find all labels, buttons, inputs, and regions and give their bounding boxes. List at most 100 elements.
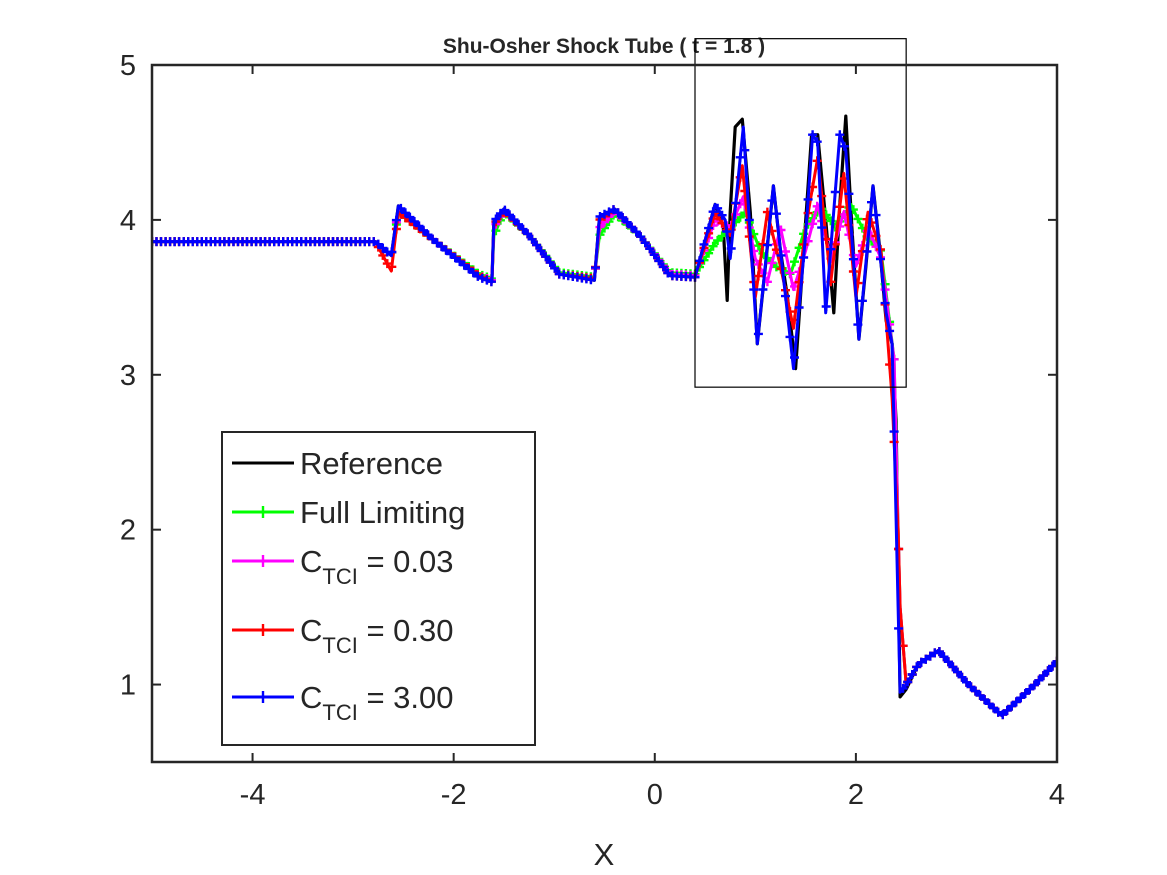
series-marker-4 [898,683,908,693]
series-marker-4 [699,239,709,249]
series-marker-4 [518,224,528,234]
legend-entry-3: CTCI = 0.30 [232,613,454,658]
series-marker-4 [532,240,542,250]
series-marker-4 [934,647,944,657]
series-marker-4 [871,210,881,220]
legend-label: CTCI = 0.30 [300,613,454,658]
series-marker-4 [396,203,406,213]
series-marker-4 [486,277,496,287]
series-marker-4 [640,238,650,248]
legend: Reference Full Limiting CTCI = 0.03 CTCI = … [221,431,536,746]
series-marker-4 [658,262,668,272]
series-marker-4 [550,263,560,273]
series-marker-4 [939,652,949,662]
series-marker-4 [391,215,401,225]
series-marker-4 [907,670,917,679]
legend-marker [257,506,269,518]
series-marker-4 [405,212,415,222]
y-tick-label: 1 [120,670,136,702]
series-marker-4 [962,677,971,687]
series-marker-4 [880,298,890,308]
series-marker-4 [713,203,723,213]
series-marker-4 [885,326,895,336]
series-marker-4 [491,214,501,224]
series-marker-4 [839,141,849,151]
series-marker-4 [654,256,664,266]
legend-label: CTCI = 0.03 [300,544,454,589]
x-tick-label: 4 [1049,779,1065,811]
series-marker-4 [735,152,745,162]
series-marker-4 [695,256,704,266]
series-marker-2 [785,268,795,278]
series-marker-4 [930,648,940,658]
series-marker-4 [523,229,533,239]
series-marker-4 [767,196,777,206]
series-marker-4 [419,225,428,235]
series-marker-4 [645,244,655,254]
series-marker-4 [527,234,537,244]
x-tick-label: 2 [848,779,864,811]
series-marker-4 [812,137,822,147]
series-marker-4 [1025,684,1035,694]
series-marker-4 [1029,680,1039,690]
series-marker-4 [1038,671,1048,681]
series-layer [152,114,1057,720]
series-marker-4 [957,672,967,682]
series-marker-4 [387,247,397,257]
legend-label: CTCI = 3.00 [300,680,454,725]
series-marker-4 [731,198,741,208]
series-marker-4 [781,291,790,301]
series-marker-4 [844,189,854,199]
chart-title: Shu-Osher Shock Tube ( t = 1.8 ) [443,35,765,58]
series-marker-4 [803,194,813,204]
series-marker-4 [482,275,492,285]
series-marker-4 [704,223,714,233]
series-marker-1 [708,241,718,251]
series-marker-4 [459,260,469,270]
series-marker-4 [794,303,804,312]
series-marker-4 [541,252,551,262]
series-marker-4 [726,244,736,253]
series-marker-3 [835,202,845,212]
series-marker-4 [1048,661,1057,671]
series-marker-4 [862,247,872,256]
legend-marker [257,691,269,703]
series-marker-4 [500,205,510,215]
y-tick-label: 5 [120,50,136,82]
series-marker-4 [857,296,867,306]
series-marker-1 [713,236,723,245]
series-marker-4 [912,662,922,672]
series-marker-2 [808,219,818,229]
series-marker-4 [400,208,410,218]
series-marker-4 [943,657,953,667]
series-marker-4 [505,210,514,220]
series-marker-4 [722,227,732,236]
series-marker-4 [867,197,876,207]
series-marker-4 [808,130,818,140]
legend-entry-1: Full Limiting [232,495,465,530]
series-marker-4 [830,187,840,197]
series-marker-4 [848,254,858,264]
series-marker-4 [586,275,596,285]
x-tick-label: -2 [441,779,467,811]
series-marker-4 [826,244,836,254]
series-marker-4 [776,250,786,260]
series-marker-4 [591,263,600,273]
series-marker-4 [785,332,795,342]
series-marker-4 [762,240,772,250]
series-marker-4 [749,285,759,295]
series-marker-4 [409,217,419,226]
series-marker-4 [894,623,904,633]
series-marker-4 [744,215,754,225]
zoom-region-box [694,38,907,388]
legend-entry-4: CTCI = 3.00 [232,680,454,725]
series-marker-4 [835,130,845,140]
series-4 [152,125,1057,720]
legend-marker [257,624,269,636]
series-marker-4 [971,686,980,696]
x-tick-label: -4 [240,779,266,811]
series-marker-4 [889,427,899,437]
series-marker-4 [545,258,555,267]
series-marker-4 [717,210,727,220]
series-marker-4 [663,268,673,278]
